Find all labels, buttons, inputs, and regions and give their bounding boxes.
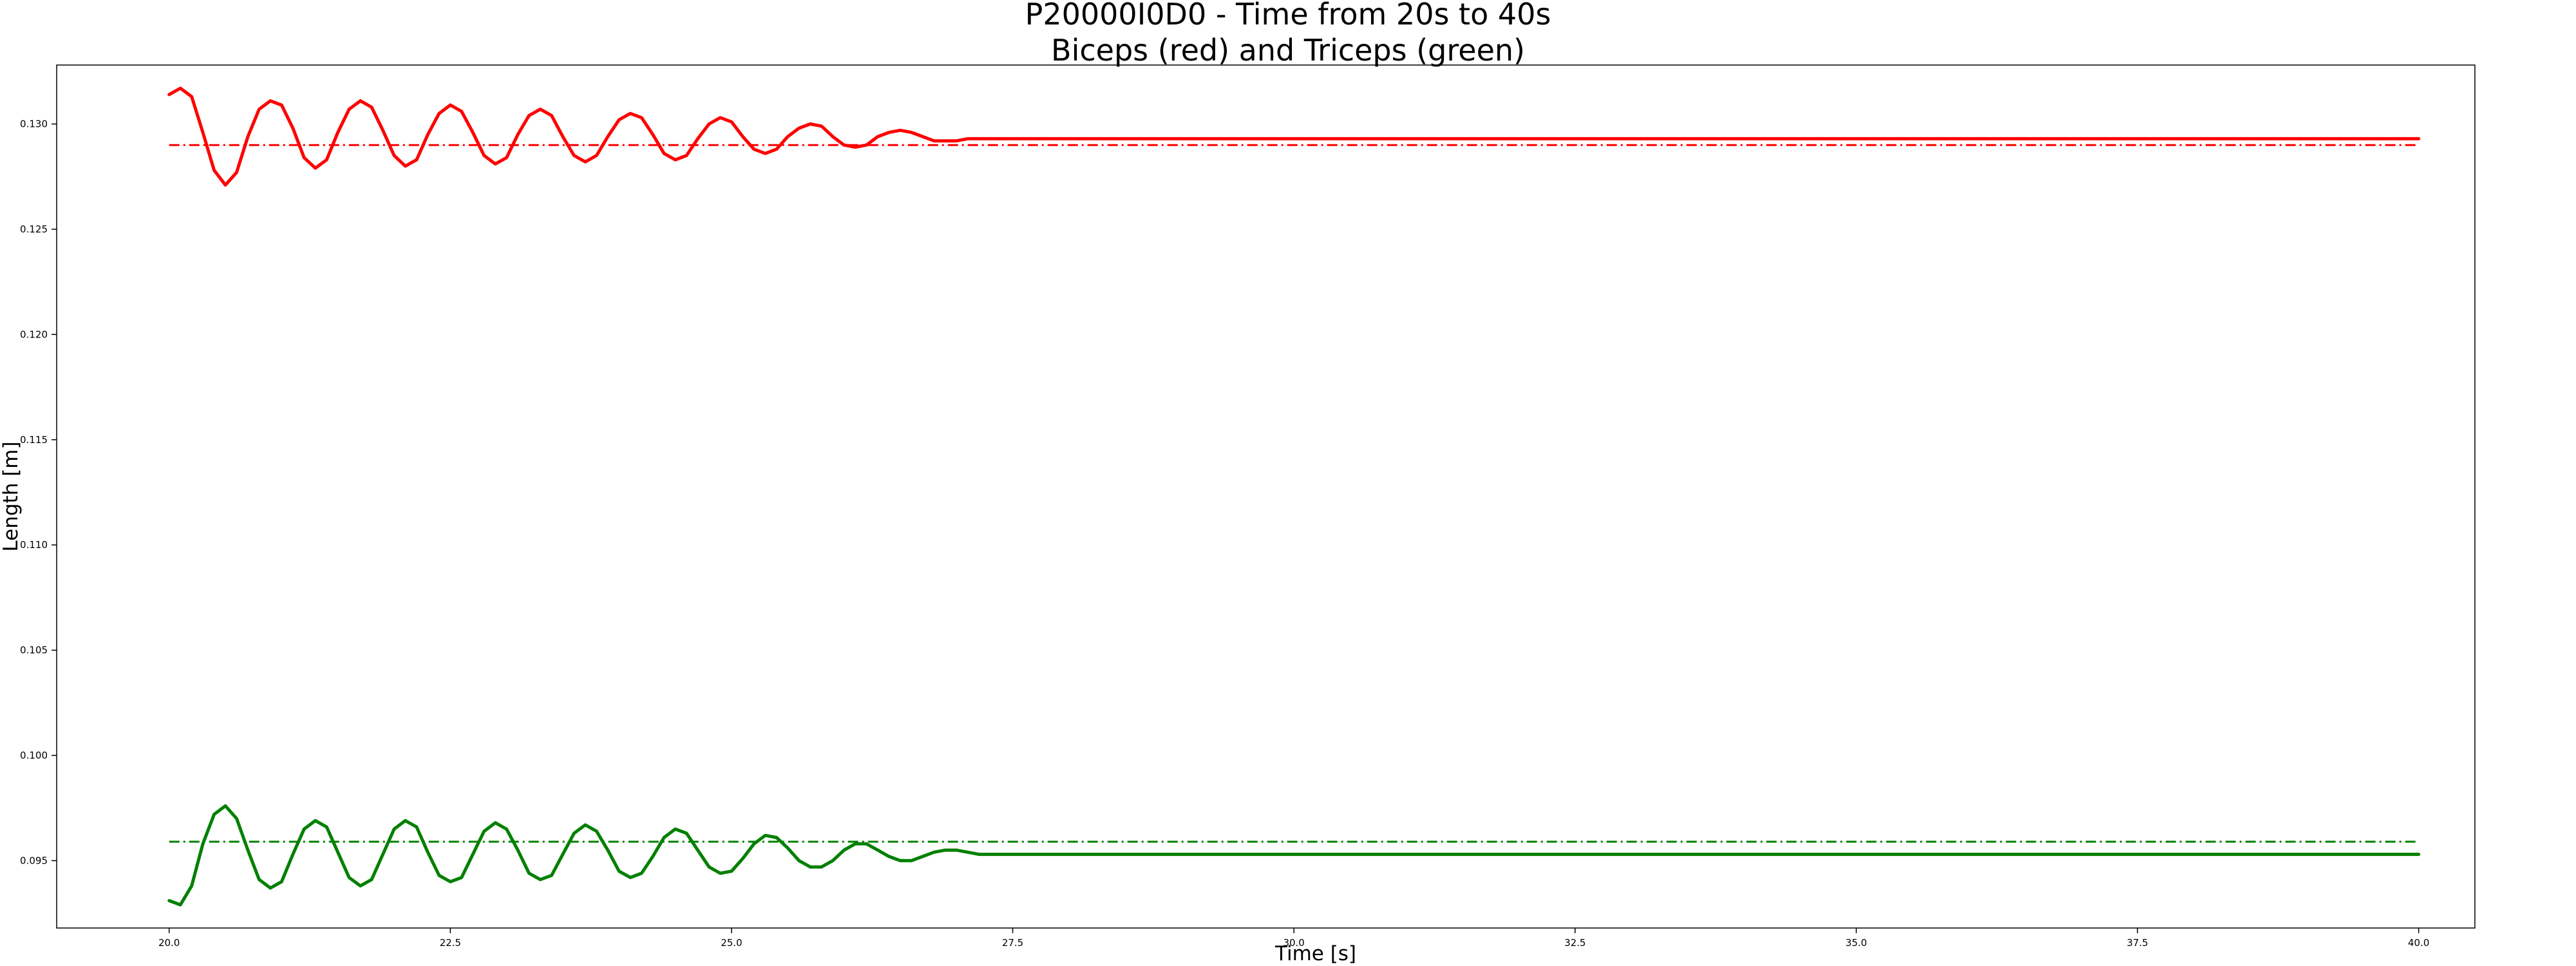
x-tick-label: 25.0 — [721, 937, 742, 949]
x-tick-label: 32.5 — [1564, 937, 1586, 949]
y-tick-label: 0.105 — [20, 645, 48, 656]
x-tick-label: 40.0 — [2408, 937, 2429, 949]
chart-title: P20000I0D0 - Time from 20s to 40s — [1025, 0, 1551, 32]
y-tick-label: 0.100 — [20, 750, 48, 761]
series-line-0 — [167, 86, 2421, 187]
chart-subtitle: Biceps (red) and Triceps (green) — [1051, 33, 1525, 68]
y-tick-label: 0.125 — [20, 223, 48, 235]
y-tick-label: 0.120 — [20, 328, 48, 340]
x-tick-label: 37.5 — [2126, 937, 2148, 949]
y-tick-label: 0.115 — [20, 434, 48, 446]
x-tick-label: 30.0 — [1283, 937, 1304, 949]
y-axis-label: Length [m] — [0, 441, 23, 551]
x-tick-label: 22.5 — [440, 937, 461, 949]
series-line-2 — [167, 804, 2421, 907]
x-tick-label: 27.5 — [1002, 937, 1023, 949]
y-tick-label: 0.110 — [20, 539, 48, 551]
x-tick-label: 35.0 — [1846, 937, 1867, 949]
y-tick-label: 0.130 — [20, 118, 48, 130]
x-axis-label: Time [s] — [1274, 942, 1356, 965]
x-tick-label: 20.0 — [158, 937, 180, 949]
series-layer — [167, 86, 2421, 907]
x-axis-ticks: 20.0 22.5 25.0 27.5 30.0 32.5 35.0 37.5 40.0 — [158, 928, 2429, 949]
y-tick-label: 0.095 — [20, 855, 48, 866]
y-axis-ticks: 0.095 0.100 0.105 0.110 0.115 0.120 0.125 0.130 — [20, 118, 57, 866]
plot-area-frame — [56, 64, 2476, 929]
